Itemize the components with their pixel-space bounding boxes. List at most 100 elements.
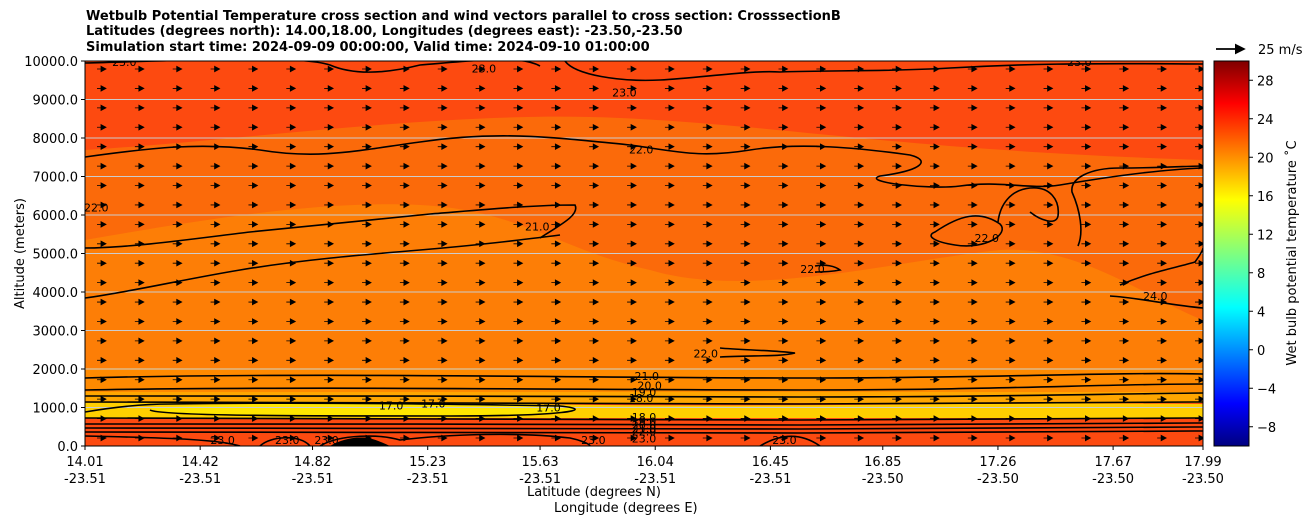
wind-vector-arrow [437, 182, 448, 189]
wind-vector-arrow [627, 376, 637, 384]
wind-vector-arrow [97, 221, 107, 228]
wind-vector-arrow [664, 240, 675, 248]
wind-vector-arrow [475, 182, 486, 189]
wind-vector-arrow [513, 395, 524, 403]
chart-title-line-3: Simulation start time: 2024-09-09 00:00:… [86, 40, 650, 55]
wind-vector-arrow [816, 259, 827, 267]
wind-vector-arrow [134, 259, 145, 267]
wind-vector-arrow [399, 356, 410, 364]
wind-vector-arrow [967, 434, 978, 442]
wind-vector-arrow [248, 415, 259, 422]
wind-vector-arrow [172, 337, 183, 345]
wind-vector-arrow [854, 123, 865, 131]
contour-label: 20.0 [632, 419, 657, 432]
wind-vector-arrow [929, 182, 940, 189]
wind-vector-arrow [1157, 123, 1167, 131]
wind-vector-arrow [589, 123, 600, 131]
wind-vector-arrow [664, 221, 675, 228]
wind-vector-arrow [362, 104, 372, 112]
wind-vector-arrow [286, 434, 297, 442]
wind-vector-arrow [475, 123, 486, 131]
wind-vector-arrow [97, 259, 107, 267]
wind-vector-arrow [816, 337, 827, 345]
wind-vector-arrow [1043, 337, 1054, 345]
wind-vector-arrow [702, 259, 713, 267]
wind-vector-arrow [702, 123, 713, 131]
wind-vector-arrow [210, 356, 221, 364]
wind-vector-arrow [1043, 356, 1054, 364]
wind-vector-arrow [664, 123, 675, 131]
wind-vector-arrow [1005, 395, 1016, 403]
wind-vector-arrow [1195, 123, 1203, 131]
wind-vector-arrow [97, 240, 107, 248]
wind-vector-arrow [551, 356, 562, 364]
wind-vector-arrow [437, 434, 448, 442]
wind-vector-arrow [1195, 221, 1203, 228]
wind-vector-arrow [892, 65, 902, 73]
quiver-key-label: 25 m/s [1258, 43, 1303, 58]
wind-vector-arrow [664, 182, 675, 189]
wind-vector-arrow [1043, 318, 1054, 325]
wind-vector-arrow [551, 104, 562, 112]
wind-vector-arrow [1043, 65, 1054, 73]
x-tick-label-lon: -23.51 [407, 472, 449, 487]
wind-vector-arrow [702, 415, 713, 422]
wind-vector-arrow [1081, 162, 1092, 170]
wind-vector-arrow [324, 201, 335, 209]
wind-vector-arrow [551, 298, 562, 306]
wind-vector-arrow [513, 123, 524, 131]
wind-vector-arrow [1005, 240, 1016, 248]
wind-vector-arrow [1157, 434, 1167, 442]
wind-vector-arrow [664, 65, 675, 73]
wind-vector-arrow [1081, 337, 1092, 345]
wind-vector-arrow [1157, 259, 1167, 267]
wind-vector-arrow [172, 415, 183, 422]
wind-vector-arrow [475, 279, 486, 286]
wind-vector-arrow [475, 356, 486, 364]
y-tick-label: 10000.0 [24, 55, 78, 70]
wind-vector-arrow [1043, 162, 1054, 170]
wind-vector-arrow [1119, 337, 1130, 345]
wind-vector-arrow [702, 85, 713, 92]
wind-vector-arrow [286, 395, 297, 403]
wind-vector-arrow [816, 395, 827, 403]
wind-vector-arrow [1157, 221, 1167, 228]
wind-vector-arrow [399, 123, 410, 131]
wind-vector-arrow [627, 395, 637, 403]
wind-vector-arrow [740, 162, 751, 170]
y-axis-title: Altitude (meters) [12, 198, 28, 309]
wind-vector-arrow [324, 415, 335, 422]
wind-vector-arrow [854, 259, 865, 267]
wind-vector-arrow [1119, 143, 1130, 151]
wind-vector-arrow [324, 123, 335, 131]
wind-vector-arrow [1157, 395, 1167, 403]
wind-vector-arrow [399, 104, 410, 112]
chart-title-line-2: Latitudes (degrees north): 14.00,18.00, … [86, 24, 683, 39]
wind-vector-arrow [1195, 415, 1203, 422]
wind-vector-arrow [551, 434, 562, 442]
wind-vector-arrow [362, 221, 372, 228]
wind-vector-arrow [1081, 279, 1092, 286]
contour-label: 22.0 [632, 425, 657, 438]
wind-vector-arrow [967, 376, 978, 384]
wind-vector-arrow [702, 298, 713, 306]
wind-vector-arrow [854, 162, 865, 170]
y-tick-label: 9000.0 [33, 94, 79, 109]
y-tick-label: 0.0 [57, 440, 78, 455]
wind-vector-arrow [97, 201, 107, 209]
y-tick-label: 3000.0 [33, 325, 79, 340]
wind-vector-arrow [97, 162, 107, 170]
wind-vector-arrow [97, 356, 107, 364]
wind-vector-arrow [740, 318, 751, 325]
wind-vector-arrow [627, 240, 637, 248]
x-tick-label-lon: -23.51 [634, 472, 676, 487]
contour-label: 23.0 [472, 63, 497, 76]
colorbar-tick-label: 12 [1257, 228, 1274, 243]
wind-vector-arrow [513, 104, 524, 112]
wind-vector-arrow [134, 376, 145, 384]
wind-vector-arrow [627, 279, 637, 286]
wind-vector-arrow [816, 104, 827, 112]
colorbar-tick-label: 8 [1257, 267, 1265, 282]
wind-vector-arrow [816, 318, 827, 325]
contour-label: 19.0 [632, 386, 657, 399]
